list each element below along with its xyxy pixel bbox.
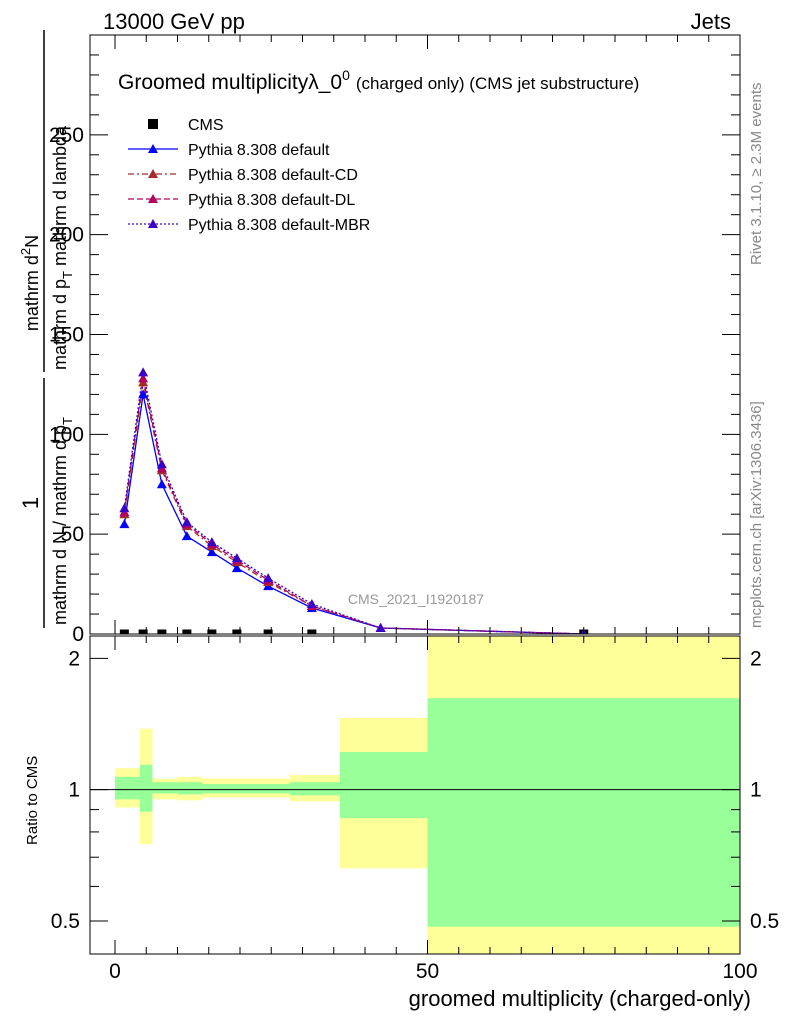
legend-marker-3 [148,194,158,203]
legend-label-2: Pythia 8.308 default-CD [188,167,358,184]
x-tick-label: 0 [109,960,121,983]
data-point-4 [119,503,130,513]
legend-marker-4 [148,219,158,228]
data-point-cms [263,629,273,634]
y-axis-label: 1 mathrm d N / mathrm d pT mathrm d2N ma… [18,30,75,628]
data-point-1 [138,389,149,399]
x-axis-label: groomed multiplicity (charged-only) [409,986,751,1011]
data-point-1 [156,479,167,489]
data-point-4 [181,517,192,527]
y-label-main-num: mathrm d2N [18,235,42,331]
y-label-main-num-text: mathrm d [22,255,42,331]
data-point-4 [206,537,217,547]
main-y-tick-label: 0 [72,623,84,646]
data-point-cms [157,629,167,634]
ratio-y-tick-label-left: 2 [68,647,80,670]
data-point-cms [207,629,217,634]
y-label-prefix: 1 [18,497,43,509]
legend-label-1: Pythia 8.308 default [188,142,330,159]
legend-marker-1 [148,144,158,153]
header-right: Jets [691,9,731,34]
data-point-3 [138,373,149,383]
main-y-tick-label: 100 [49,423,84,446]
data-point-cms [182,629,192,634]
y-label-prefix-frac: mathrm d N / mathrm d pT [50,417,75,625]
data-point-cms [138,629,148,634]
data-point-4 [306,599,317,609]
header-left: 13000 GeV pp [103,9,245,34]
ratio-band-inner [202,784,290,794]
ratio-band-inner [290,782,340,796]
legend-label-3: Pythia 8.308 default-DL [188,192,355,209]
y-label-main-den-sub: T [60,271,75,279]
y-label-prefix-frac-text: mathrm d N / mathrm d p [50,425,70,625]
data-point-4 [138,367,149,377]
series-line-1 [123,394,584,634]
data-point-4 [263,573,274,583]
ratio-plot-frame [89,635,741,955]
legend-label-4: Pythia 8.308 default-MBR [188,217,370,234]
ratio-band-inner [115,776,140,800]
data-point-1 [206,547,217,557]
watermark: CMS_2021_I1920187 [348,591,484,607]
ratio-y-tick-label-left: 1 [68,779,80,802]
data-point-cms [307,629,317,634]
ratio-band-inner [140,764,153,812]
ratio-band-inner [427,698,740,927]
plot-title-suffix: (charged only) (CMS jet substructure) [356,74,639,93]
series-line-4 [123,372,584,634]
plot-title: Groomed multiplicityλ_00 (charged only) (… [118,67,639,94]
series-line-3 [123,378,584,634]
ratio-band-inner [340,751,428,819]
main-y-tick-label: 250 [49,124,84,147]
ratio-y-tick-label-right: 2 [750,647,762,670]
ratio-y-tick-label-right: 1 [750,779,762,802]
y-label-main-num-end: N [22,235,42,248]
legend-marker-2 [148,169,158,178]
ratio-y-tick-label-right: 0.5 [750,910,779,933]
ratio-band-inner [152,782,178,794]
data-point-1 [119,519,130,529]
rivet-label: Rivet 3.1.10, ≥ 2.3M events [748,83,765,266]
data-point-1 [231,563,242,573]
legend-label-0: CMS [188,117,224,134]
data-point-4 [375,623,386,633]
data-point-4 [156,459,167,469]
data-point-4 [231,553,242,563]
mcplots-label: mcplots.cern.ch [arXiv:1306.3436] [748,401,765,628]
legend-marker-cms [148,119,158,129]
y-label-main-den: mathrm d pT mathrm d lambda [50,125,75,370]
y-label-main-num-sup: 2 [18,248,33,255]
x-tick-label: 100 [722,960,757,983]
ratio-band-inner [177,782,203,795]
ratio-y-tick-label-left: 0.5 [51,910,80,933]
main-y-tick-label: 50 [61,523,84,546]
ratio-y-label: Ratio to CMS [24,756,41,845]
data-point-cms [119,629,129,634]
data-point-1 [181,531,192,541]
plot-title-main: Groomed multiplicityλ_0 [118,71,342,94]
main-y-tick-label: 200 [49,224,84,247]
y-label-main-den-end: mathrm d lambda [50,125,70,271]
data-point-cms [232,629,242,634]
x-tick-label: 50 [416,960,439,983]
plot-title-sup: 0 [342,67,350,83]
main-y-tick-label: 150 [49,324,84,347]
y-label-prefix-frac-sub: T [60,417,75,425]
y-label-main-den-text: mathrm d p [50,279,70,370]
legend: CMS Pythia 8.308 default Pythia 8.308 defa… [128,117,370,234]
